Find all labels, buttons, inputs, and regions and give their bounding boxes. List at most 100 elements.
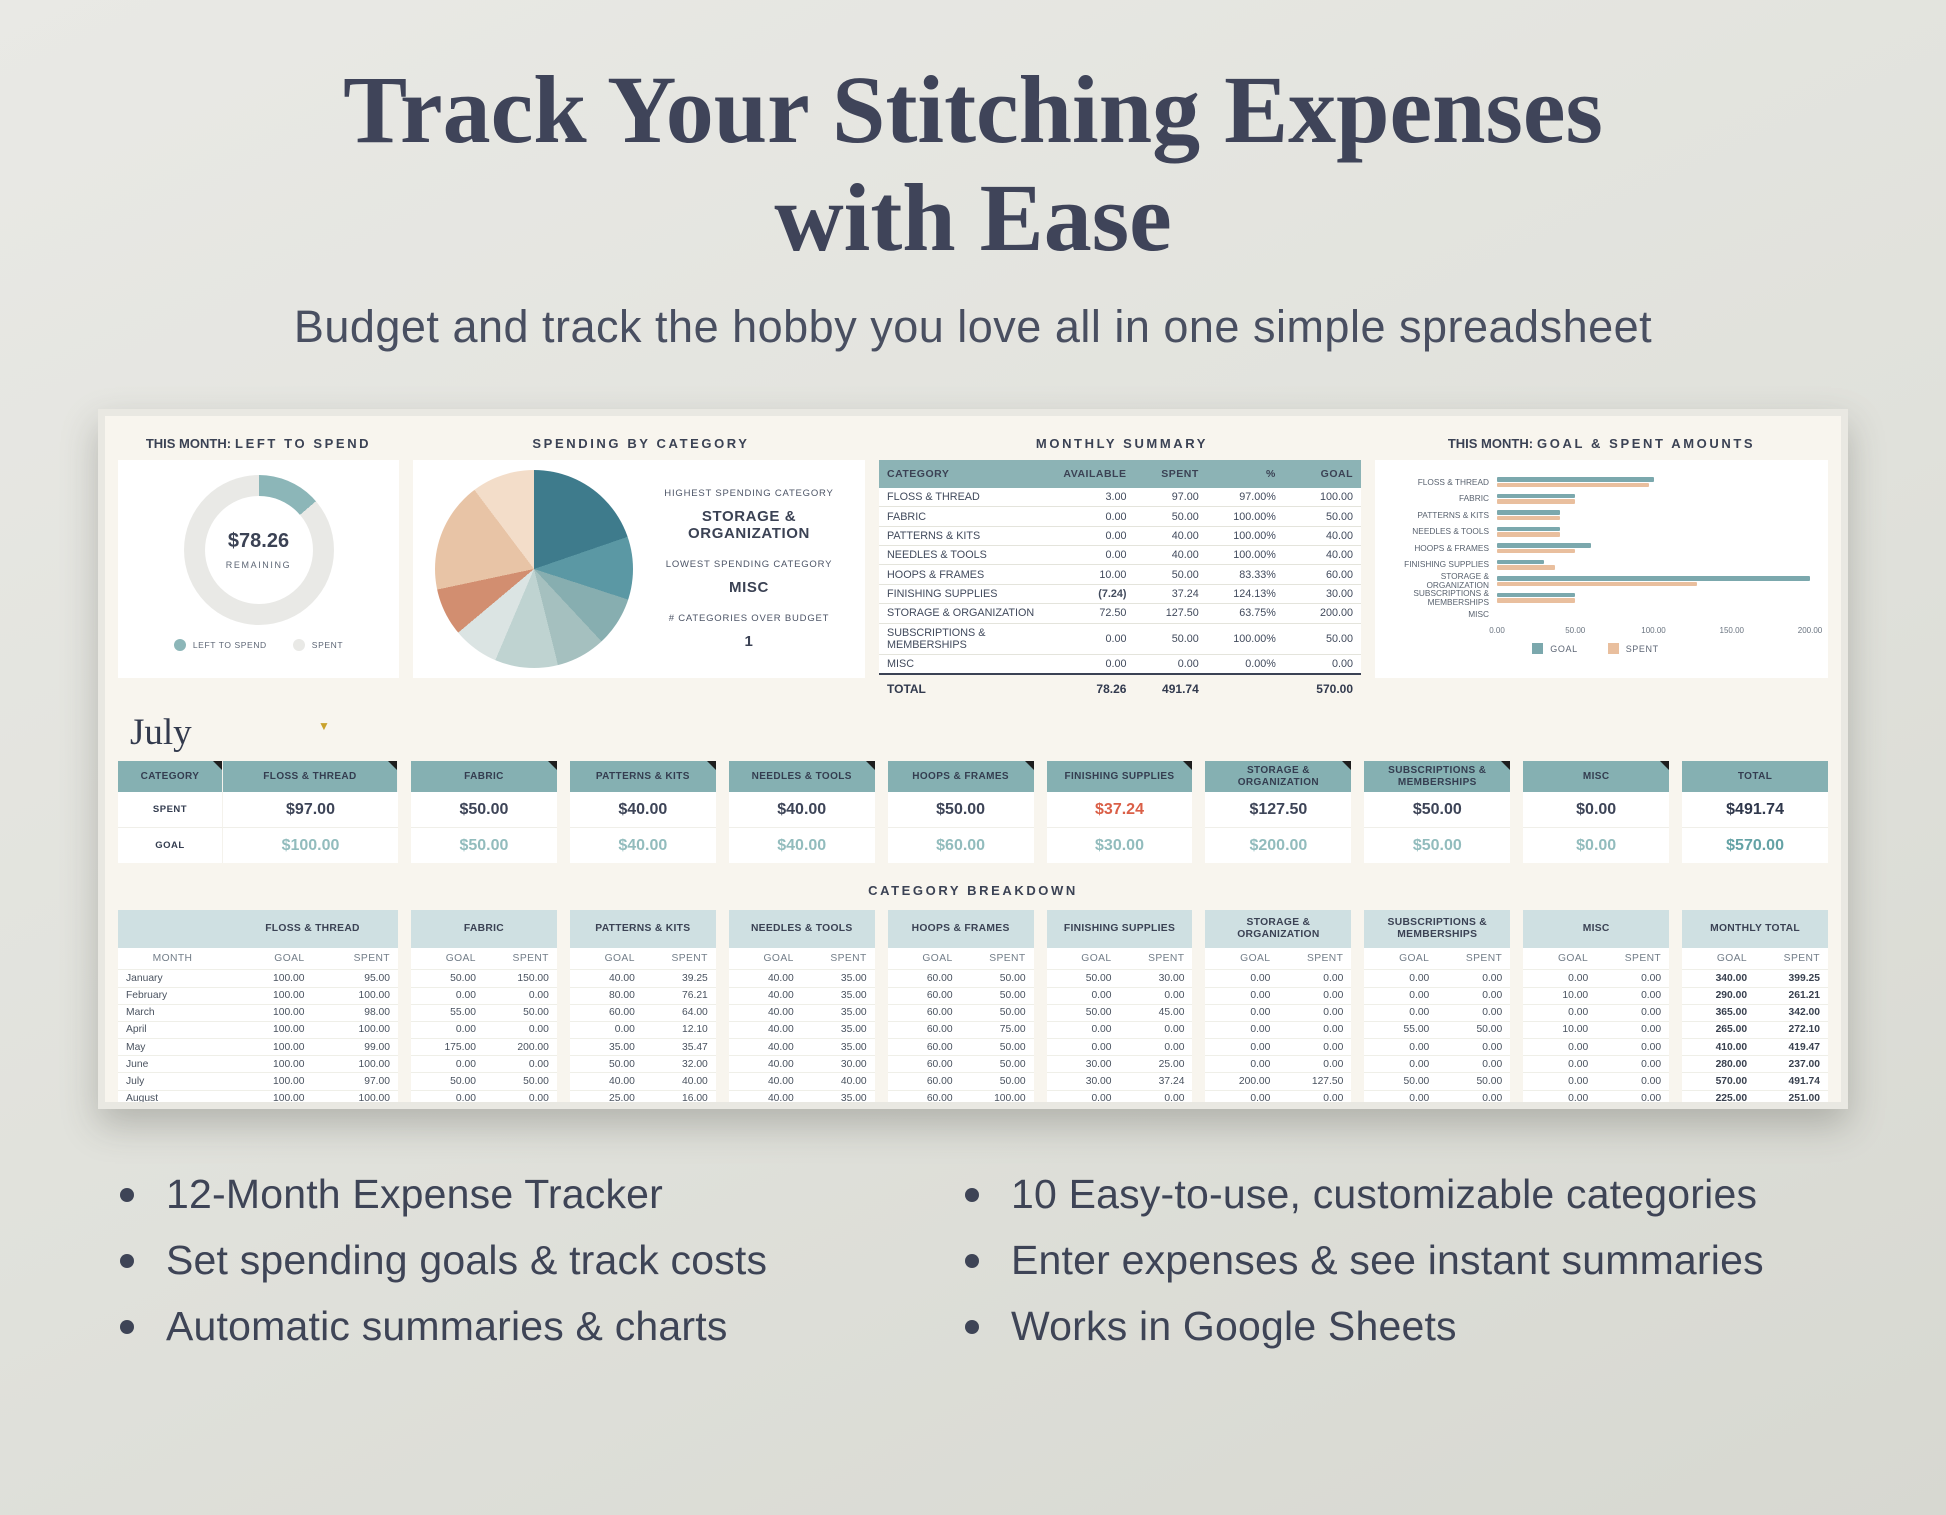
spent-cell: 342.00 [1755,1003,1828,1022]
spent-cell: 0.00 [1596,1089,1670,1102]
spent-cell: 25.00 [1119,1055,1193,1073]
breakdown-data-row: 0.00 0.00 [1205,1038,1352,1056]
bar-category-label: PATTERNS & KITS [1417,509,1489,520]
goal-cell: 0.00 [1364,986,1438,1005]
summary-goal: 200.00 [1283,603,1361,624]
card-header: HOOPS & FRAMES [887,761,1034,793]
summary-category: FINISHING SUPPLIES [879,584,1053,605]
month-name: February [118,986,227,1005]
spent-cell: 0.00 [483,1020,557,1039]
goal-cell: 0.00 [1523,969,1597,987]
sub-column-header: SPENT [1755,948,1828,970]
feature-item: Enter expenses & see instant summaries [963,1237,1764,1284]
month-name: July [118,1072,227,1091]
summary-row: FINISHING SUPPLIES (7.24) 37.24 124.13% 30.0… [879,584,1361,605]
goal-cell: 30.00 [1046,1072,1120,1091]
bar-track [1497,476,1810,489]
goal-cell: 0.00 [1523,1038,1597,1056]
breakdown-data-row: 340.00 399.25 [1682,969,1828,987]
goal-cell: 50.00 [1046,1003,1120,1022]
bar-category-label: FABRIC [1459,493,1489,504]
bar-track [1497,542,1810,555]
summary-available: (7.24) [1052,584,1135,605]
donut-center: $78.26 REMAINING [204,495,313,604]
breakdown-data-row: 290.00 261.21 [1682,986,1828,1005]
goal-cell: 0.00 [1205,1055,1279,1073]
goal-cell: 100.00 [227,1089,313,1102]
stat-value: 1 [744,632,754,650]
spent-cell: 100.00 [312,986,398,1005]
bar-group: FABRIC [1381,490,1810,507]
goal-cell: 0.00 [1523,1003,1597,1022]
breakdown-table: PATTERNS & KITS GOAL SPENT 40.00 39.25 80.00 7… [569,910,716,1109]
goal-cell: 0.00 [1523,1089,1597,1102]
chevron-down-icon[interactable]: ▼ [318,719,330,734]
group-header: SUBSCRIPTIONS & MEMBERSHIPS [1364,910,1511,949]
breakdown-data-row: February 100.00 100.00 [118,986,398,1005]
goal-bar [1497,559,1544,565]
breakdown-data-row: 40.00 40.00 [728,1072,875,1091]
breakdown-data-row [1364,1107,1510,1109]
summary-category: FABRIC [879,506,1053,527]
breakdown-data-row: 410.00 419.47 [1682,1038,1828,1056]
goal-cell: 30.00 [1046,1055,1120,1073]
summary-row: SUBSCRIPTIONS & MEMBERSHIPS 0.00 50.00 100.… [879,623,1361,655]
breakdown-data-row [570,1107,716,1109]
legend-dot [292,638,305,651]
stat-value: MISC [729,578,769,596]
goal-cell: 0.00 [1046,1038,1120,1056]
summary-spent: 127.50 [1134,603,1207,624]
spent-cell: 50.00 [960,1072,1034,1091]
goal-bar [1497,526,1560,532]
sub-column-header: SPENT [642,948,716,970]
title-text: SPENDING BY CATEGORY [532,435,750,451]
goal-cell: 100.00 [227,1072,313,1091]
month-selector[interactable]: July [130,712,192,754]
breakdown-data-row: 280.00 237.00 [1682,1055,1828,1073]
bar-group: FLOSS & THREAD [1381,474,1810,491]
bar-track [1497,591,1810,604]
sub-header-row: GOAL SPENT [1523,948,1670,970]
card-header: FABRIC [411,761,557,793]
summary-goal: 50.00 [1283,623,1361,655]
group-header-row: FLOSS & THREAD [118,910,398,949]
card-header: CATEGORY [118,761,223,793]
goal-cell: 55.00 [411,1003,484,1022]
breakdown-data-row: 0.00 0.00 [1205,1089,1352,1102]
table-body: 0.00 0.00 0.00 0.00 0.00 0.00 55.00 50.00 0.00 0.… [1364,969,1511,1109]
summary-percent: 100.00% [1206,506,1284,527]
stat-label: # CATEGORIES OVER BUDGET [668,612,830,624]
goal-cell: 60.00 [569,1003,643,1022]
breakdown-data-row: 0.00 0.00 [411,986,557,1005]
spent-cell: 75.00 [960,1020,1034,1039]
left-to-spend-donut-chart: $78.26 REMAINING [183,474,334,625]
page: Track Your Stitching Expenses with Ease B… [0,56,1946,1369]
summary-spent: 97.00 [1134,487,1207,508]
summary-total-percent [1206,673,1284,704]
summary-goal: 30.00 [1283,584,1361,605]
spent-cell: 0.00 [1278,1089,1352,1102]
goal-cell: 0.00 [411,1055,484,1073]
card-header: FINISHING SUPPLIES [1046,761,1193,793]
spent-cell: 0.00 [1437,1055,1511,1073]
month-selector-row: July ▼ [118,711,1828,761]
goal-cell: 60.00 [887,986,961,1005]
category-card: CATEGORY FLOSS & THREAD SPENT $97.00 GOAL $10… [118,761,398,864]
breakdown-data-row: 50.00 32.00 [569,1055,716,1073]
goal-cell: 40.00 [728,1055,802,1073]
breakdown-data-row: 0.00 0.00 [1523,969,1670,987]
legend-dot [173,638,186,651]
spent-cell [802,1107,875,1109]
spent-cell: 35.00 [801,1020,875,1039]
goal-cell: 0.00 [1205,1038,1279,1056]
summary-available: 0.00 [1052,545,1135,566]
table-body: 60.00 50.00 60.00 50.00 60.00 50.00 60.00 75.00… [887,969,1034,1102]
sub-column-header: GOAL [1046,948,1120,970]
bar-track [1497,575,1810,588]
spent-cell: 100.00 [312,1089,398,1102]
spent-cell: 39.25 [642,969,716,987]
goal-cell: 10.00 [1523,1020,1597,1039]
spent-value: $40.00 [728,792,875,829]
spent-cell: 35.00 [801,986,875,1005]
spent-cell: 200.00 [483,1038,557,1056]
